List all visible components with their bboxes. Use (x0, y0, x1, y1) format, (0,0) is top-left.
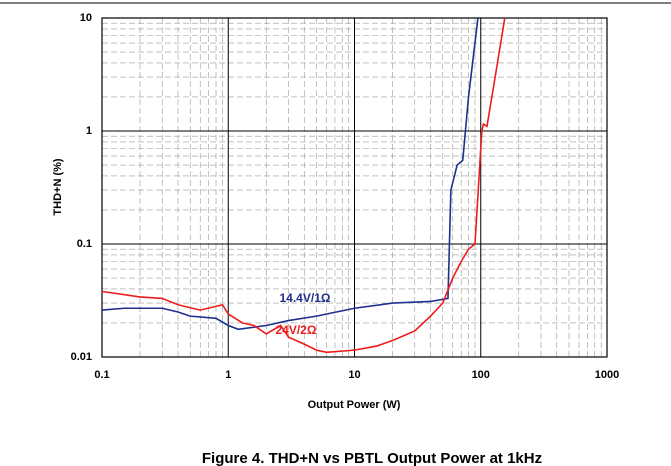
x-tick-label: 1000 (595, 369, 619, 381)
plot-frame (101, 17, 608, 358)
x-tick-label: 10 (348, 369, 360, 381)
series-label: 24V/2Ω (276, 323, 317, 337)
y-tick-label: 0.01 (71, 351, 92, 363)
figure-title: Figure 4. THD+N vs PBTL Output Power at … (202, 450, 542, 466)
x-tick-label: 100 (472, 369, 490, 381)
y-axis-label: THD+N (%) (52, 158, 64, 215)
plot-lines (102, 18, 506, 354)
x-tick-label: 1 (225, 369, 231, 381)
y-tick-label: 1 (86, 125, 92, 137)
x-axis-label: Output Power (W) (308, 399, 401, 411)
series-line (102, 18, 506, 354)
y-tick-label: 10 (80, 12, 92, 24)
x-tick-label: 0.1 (94, 369, 109, 381)
y-tick-label: 0.1 (77, 238, 92, 250)
series-label: 14.4V/1Ω (280, 291, 331, 305)
series-line (102, 18, 479, 331)
